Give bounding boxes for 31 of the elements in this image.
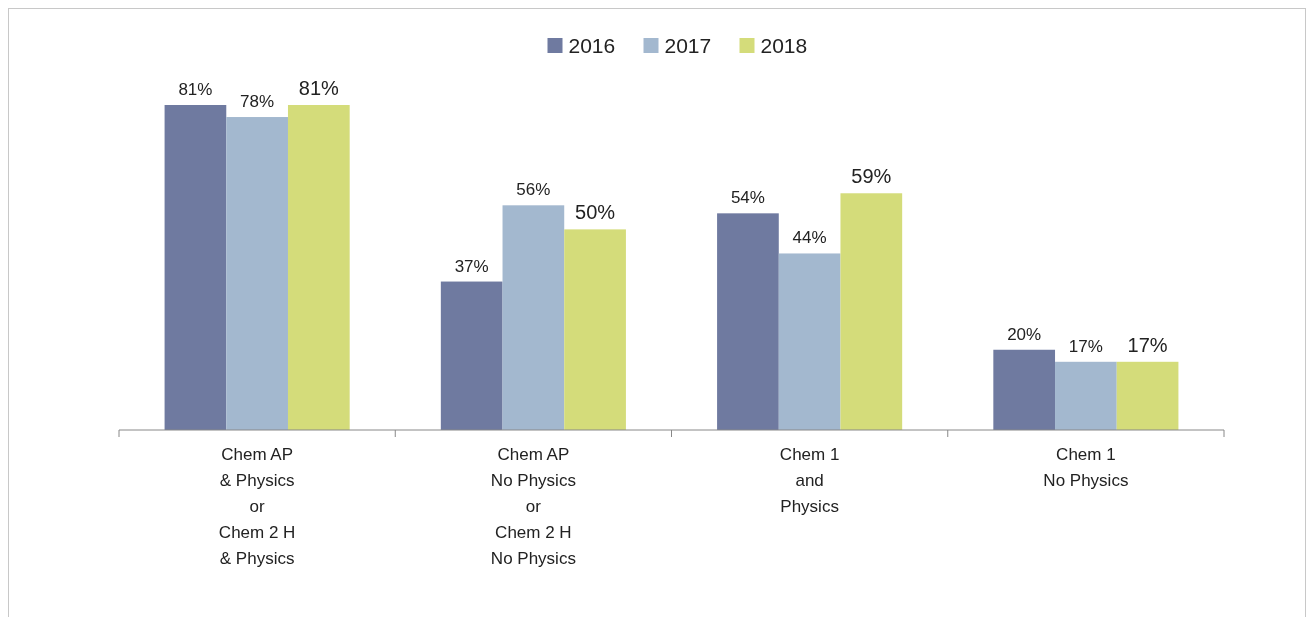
data-label: 56% [516,180,551,200]
x-tick-label: Chem 1 and Physics [779,445,840,516]
data-label: 17% [1068,336,1103,356]
legend-label: 2016 [568,34,616,58]
data-label: 44% [792,228,827,248]
legend-label: 2017 [664,34,712,58]
bar [993,349,1056,430]
bar [1055,361,1117,430]
bar [840,193,903,430]
data-label: 20% [1007,324,1042,344]
legend-label: 2018 [760,34,808,58]
bar [440,281,503,430]
bar [1116,361,1179,430]
bar [717,213,779,430]
data-label: 17% [1127,333,1168,356]
x-tick-label: Chem AP & Physics or Chem 2 H & Physics [218,445,296,568]
bar [164,105,227,430]
x-tick-label: Chem 1 No Physics [1043,445,1129,490]
data-label: 37% [454,256,489,276]
bar [502,205,565,430]
x-tick-label: Chem AP No Physics or Chem 2 H No Physics [490,445,576,568]
data-label: 59% [851,165,892,188]
bar [226,117,288,430]
data-label: 78% [240,92,275,112]
data-label: 81% [178,80,213,99]
bar [564,229,626,430]
data-label: 54% [730,188,765,208]
bar [287,105,350,430]
data-label: 81% [298,77,340,99]
data-label: 50% [575,201,616,224]
bar [778,253,841,430]
